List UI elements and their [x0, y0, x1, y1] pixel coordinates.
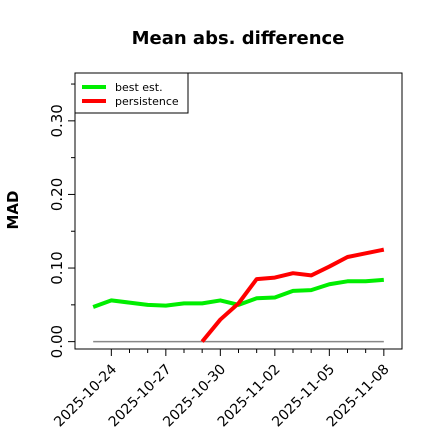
plot-frame: [74, 72, 403, 350]
legend-label-persistence: persistence: [115, 95, 179, 108]
y-tick-label: 0.20: [48, 178, 66, 211]
y-axis-label: MAD: [4, 191, 22, 230]
y-axis: 0.00 0.10 0.20 0.30: [48, 83, 75, 358]
y-tick-label: 0.30: [48, 104, 66, 137]
y-tick-label: 0.00: [48, 325, 66, 358]
series-layer: [92, 247, 385, 343]
legend-box: [74, 72, 189, 114]
legend-label-best-est: best est.: [115, 81, 163, 94]
legend: best est. persistence: [74, 72, 189, 114]
x-axis: 2025-10-242025-10-272025-10-302025-11-02…: [51, 349, 393, 430]
y-tick-label: 0.10: [48, 251, 66, 284]
chart-title: Mean abs. difference: [132, 28, 345, 49]
series-line-persistence: [200, 247, 385, 343]
